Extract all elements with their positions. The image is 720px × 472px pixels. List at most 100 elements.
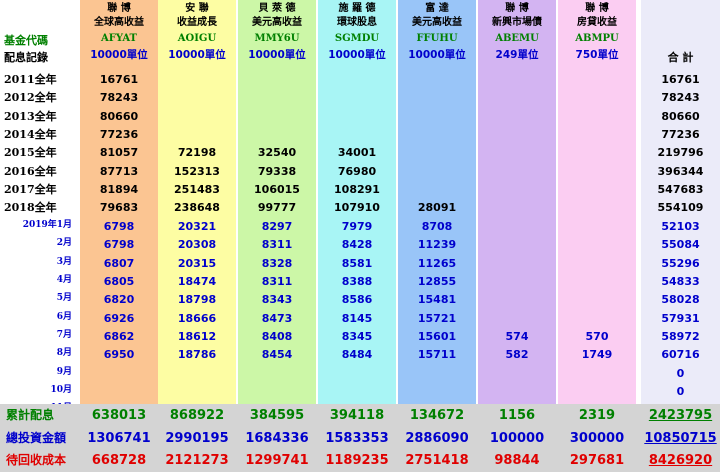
value-cell: 8311 [261,274,293,288]
footer-value: 134672 [409,408,465,423]
value-cell: 574 [505,329,529,343]
fund-units: 750單位 [575,49,619,61]
value-cell: 6926 [103,311,135,325]
value-cell: 11239 [417,238,457,252]
value-cell: 108291 [334,183,380,197]
footer-value: 2886090 [405,430,469,446]
value-cell: 6798 [103,238,135,252]
footer-value: 98844 [494,453,540,469]
fund-name-line2: 環球股息 [337,17,377,28]
value-cell: 80660 [99,109,139,123]
value-cell: 582 [505,348,529,362]
value-cell: 77236 [99,128,139,142]
value-cell: 8297 [261,219,293,233]
footer-value: 297681 [569,453,625,469]
footer-value: 1299741 [245,453,309,469]
value-cell: 6950 [103,348,135,362]
fund-code: AOIGU [177,33,217,44]
value-cell: 20315 [177,256,217,270]
value-cell: 8328 [261,256,293,270]
footer-value: 1156 [498,408,536,423]
row-label: 3月 [56,256,72,267]
fund-units: 10000單位 [90,49,148,61]
fund-units: 10000單位 [408,49,466,61]
fund-column-bg [398,0,476,404]
fund-units: 10000單位 [328,49,386,61]
value-cell: 1749 [581,348,613,362]
value-cell: 8473 [261,311,293,325]
fund-code: AFYAT [100,33,137,44]
fund-units: 249單位 [495,49,539,61]
total-cell: 58028 [661,293,700,307]
fund-name-line1: 貝 萊 德 [258,3,296,14]
footer-value: 1189235 [325,453,389,469]
value-cell: 18666 [177,311,217,325]
footer-label: 總投資金額 [6,430,67,445]
footer-total: 2423795 [648,408,713,423]
footer-value: 2990195 [165,430,229,446]
value-cell: 8145 [341,311,373,325]
fund-column-bg [158,0,236,404]
value-cell: 72198 [177,146,217,160]
row-label: 8月 [56,348,72,359]
row-label: 2012全年 [4,91,57,105]
value-cell: 99777 [257,201,297,215]
value-cell: 8408 [261,329,293,343]
row-label: 2018全年 [4,201,57,215]
row-label: 7月 [56,329,72,340]
total-cell: 547683 [657,183,704,197]
value-cell: 107910 [334,201,380,215]
fund-code: FFUHU [416,33,458,44]
total-cell: 55296 [661,256,700,270]
value-cell: 18786 [177,348,217,362]
footer-value: 868922 [169,408,225,423]
value-cell: 32540 [257,146,297,160]
value-cell: 8388 [341,274,373,288]
value-cell: 6807 [103,256,135,270]
footer-value: 2121273 [165,453,229,469]
footer-value: 100000 [489,430,545,446]
fund-name-line2: 收益成長 [177,17,217,28]
value-cell: 7979 [341,219,373,233]
footer-value: 2319 [578,408,616,423]
value-cell: 18798 [177,293,217,307]
fund-name-line1: 聯 博 [585,3,609,14]
fund-name-line1: 施 羅 德 [338,3,376,14]
value-cell: 87713 [99,164,139,178]
fund-name-line1: 安 聯 [185,3,209,14]
fund-name-line2: 美元高收益 [252,17,302,28]
value-cell: 18612 [177,329,217,343]
value-cell: 15711 [417,348,457,362]
fund-name-line1: 聯 博 [505,3,529,14]
row-label: 6月 [56,311,72,322]
total-cell: 78243 [661,91,700,105]
footer-value: 300000 [569,430,625,446]
value-cell: 8708 [421,219,453,233]
value-cell: 8428 [341,238,373,252]
value-cell: 6805 [103,274,135,288]
value-cell: 15481 [417,293,457,307]
footer-value: 1583353 [325,430,389,446]
footer-value: 638013 [91,408,147,423]
footer-label: 累計配息 [6,408,55,422]
value-cell: 8586 [341,293,373,307]
fund-units: 10000單位 [248,49,306,61]
value-cell: 28091 [417,201,457,215]
total-cell: 52103 [661,219,700,233]
fund-name-line1: 富 達 [425,3,449,14]
value-cell: 34001 [337,146,377,160]
fund-name-line2: 新興市場債 [492,17,542,28]
value-cell: 6798 [103,219,135,233]
row-label: 2017全年 [4,183,57,197]
row-label: 2011全年 [4,73,57,86]
fund-code: MMY6U [254,33,300,44]
total-cell: 0 [676,366,685,380]
value-cell: 106015 [254,183,300,197]
row-label: 2016全年 [4,164,57,178]
value-cell: 78243 [99,91,139,105]
total-cell: 55084 [661,238,700,252]
footer-total: 8426920 [648,453,713,469]
total-cell: 554109 [657,201,704,215]
footer-label: 待回收成本 [6,453,67,468]
value-cell: 79683 [99,201,139,215]
